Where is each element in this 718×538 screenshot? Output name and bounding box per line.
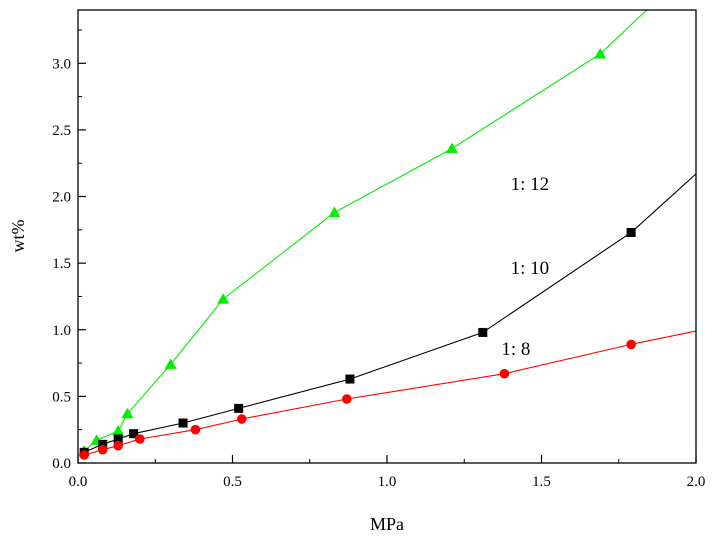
circle-marker <box>79 450 89 460</box>
square-marker <box>113 434 123 444</box>
series-line-1 <box>83 173 696 453</box>
series-annotation: 1: 12 <box>511 174 550 195</box>
x-axis-label: MPa <box>370 514 404 534</box>
series-line-0 <box>83 10 648 452</box>
square-marker <box>345 374 355 384</box>
square-marker <box>234 403 244 413</box>
circle-marker <box>499 368 510 379</box>
y-tick-label: 0.5 <box>52 389 71 405</box>
square-marker <box>178 418 188 428</box>
series-annotation: 1: 10 <box>511 258 550 279</box>
y-tick-label: 2.0 <box>52 190 71 206</box>
circle-marker <box>236 414 247 424</box>
x-tick-label: 0.0 <box>69 474 88 490</box>
circle-marker <box>190 424 201 435</box>
circle-marker <box>342 394 352 404</box>
circle-marker <box>113 440 123 451</box>
circle-marker <box>97 444 108 455</box>
square-marker <box>626 228 636 238</box>
triangle-marker <box>445 142 458 154</box>
triangle-marker <box>121 407 134 419</box>
triangle-marker <box>217 293 230 304</box>
square-marker <box>129 429 139 439</box>
x-tick-label: 0.5 <box>223 474 242 490</box>
square-marker <box>478 327 488 337</box>
tick-layer: 0.0 0.5 1.0 1.5 2.0 0.0 0.5 1.0 1.5 2.0 2.5 3.0 <box>52 29 706 490</box>
y-tick-label: 2.5 <box>52 123 71 139</box>
y-tick-label: 1.5 <box>52 256 71 272</box>
x-tick-label: 1.5 <box>532 474 551 490</box>
circle-marker <box>626 339 636 350</box>
triangle-marker <box>594 47 607 59</box>
plot-frame <box>77 9 697 464</box>
marker-layer <box>78 47 636 460</box>
annotation-layer: 1: 12 1: 10 1: 8 <box>501 174 549 360</box>
y-tick-label: 1.0 <box>52 323 71 339</box>
triangle-marker <box>164 358 177 369</box>
circle-marker <box>135 434 145 444</box>
x-tick-label: 1.0 <box>378 474 397 490</box>
square-marker <box>98 439 108 449</box>
y-tick-label: 0.0 <box>52 456 71 472</box>
y-tick-label: 3.0 <box>52 56 71 72</box>
triangle-marker <box>328 206 341 218</box>
series-layer <box>83 10 696 456</box>
triangle-marker <box>112 425 125 436</box>
series-annotation: 1: 8 <box>501 339 530 360</box>
y-axis-label: wt% <box>8 220 28 253</box>
series-line-2 <box>84 330 696 456</box>
x-tick-label: 2.0 <box>687 474 706 490</box>
